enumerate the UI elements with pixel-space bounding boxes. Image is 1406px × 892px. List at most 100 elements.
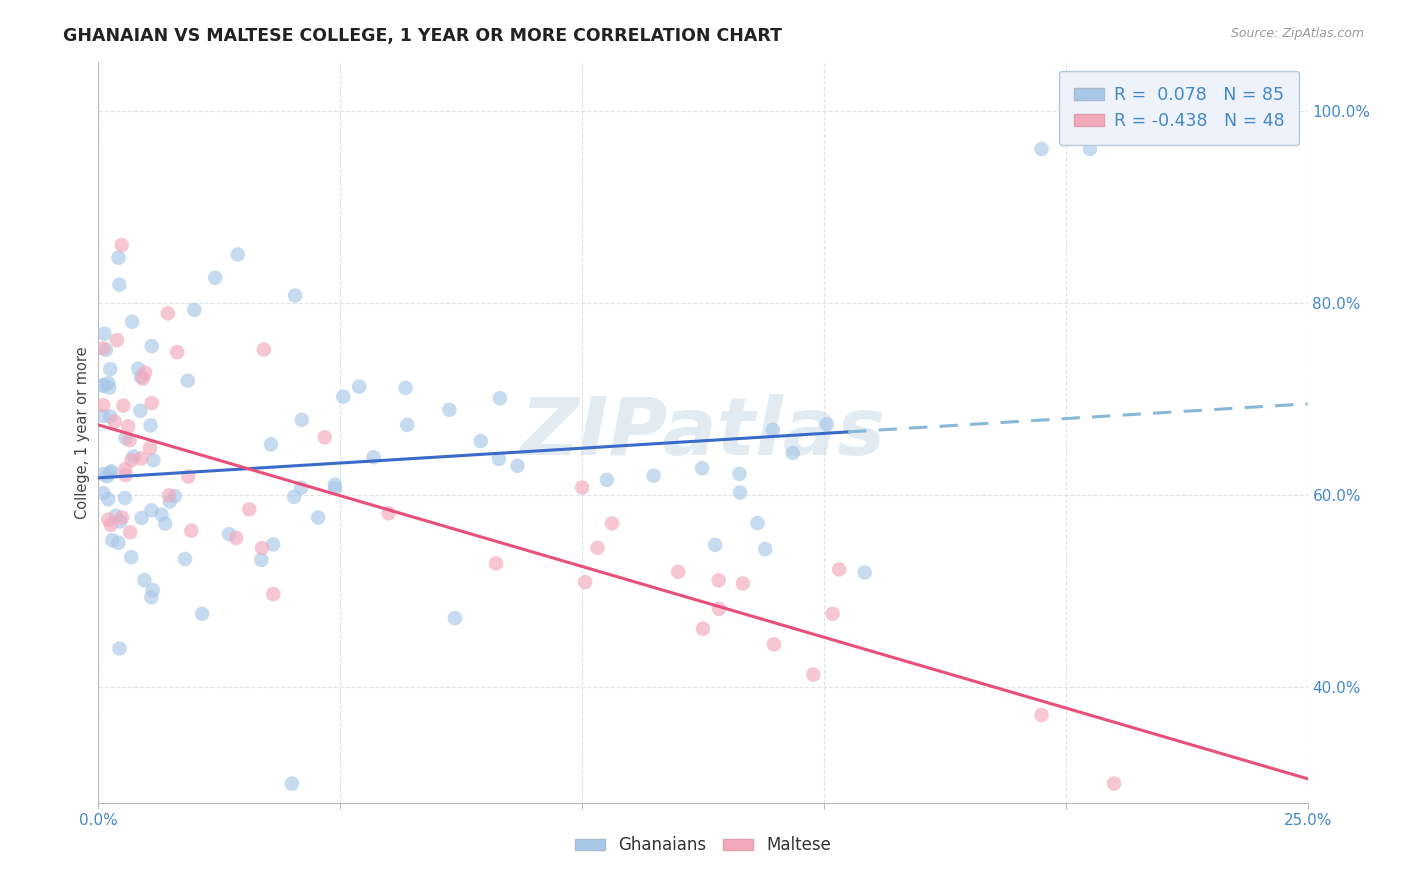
Point — [91, 378, 114, 392]
Point — [250, 553, 273, 567]
Point — [93, 326, 115, 341]
Point — [139, 418, 162, 433]
Point — [470, 434, 492, 449]
Point — [707, 574, 730, 588]
Legend: Ghanaians, Maltese: Ghanaians, Maltese — [568, 830, 838, 861]
Point — [204, 270, 226, 285]
Point — [728, 467, 751, 481]
Point — [183, 302, 205, 317]
Point — [157, 488, 180, 502]
Point — [108, 641, 131, 656]
Point — [307, 510, 329, 524]
Point — [692, 622, 714, 636]
Point — [600, 516, 623, 531]
Point — [114, 491, 136, 505]
Point — [141, 396, 163, 410]
Point — [377, 506, 399, 520]
Point — [118, 434, 141, 448]
Point — [131, 511, 153, 525]
Point — [690, 461, 713, 475]
Text: ZIPatlas: ZIPatlas — [520, 393, 886, 472]
Point — [141, 339, 163, 353]
Point — [801, 667, 824, 681]
Point — [853, 566, 876, 580]
Point — [141, 503, 163, 517]
Point — [98, 409, 121, 424]
Point — [107, 251, 129, 265]
Point — [1031, 142, 1053, 156]
Point — [91, 379, 114, 393]
Point — [218, 527, 240, 541]
Point — [439, 402, 461, 417]
Point — [283, 490, 305, 504]
Y-axis label: College, 1 year or more: College, 1 year or more — [75, 346, 90, 519]
Point — [97, 376, 120, 390]
Point — [97, 492, 120, 507]
Point — [101, 533, 124, 548]
Point — [91, 398, 114, 412]
Point — [174, 552, 197, 566]
Point — [166, 345, 188, 359]
Point — [131, 451, 153, 466]
Point — [488, 451, 510, 466]
Point — [159, 494, 181, 508]
Point — [489, 391, 512, 405]
Point — [191, 607, 214, 621]
Point — [117, 419, 139, 434]
Point — [291, 413, 314, 427]
Point — [98, 362, 121, 376]
Point — [225, 531, 247, 545]
Point — [284, 288, 307, 302]
Point — [506, 458, 529, 473]
Point — [91, 467, 114, 481]
Point — [571, 481, 593, 495]
Point — [105, 333, 128, 347]
Point — [395, 381, 418, 395]
Text: Source: ZipAtlas.com: Source: ZipAtlas.com — [1230, 27, 1364, 40]
Point — [91, 341, 114, 355]
Point — [260, 437, 283, 451]
Point — [574, 575, 596, 590]
Point — [363, 450, 385, 465]
Point — [180, 524, 202, 538]
Point — [98, 466, 121, 480]
Point — [731, 576, 754, 591]
Point — [323, 481, 346, 495]
Point — [177, 469, 200, 483]
Point — [142, 453, 165, 467]
Point — [112, 399, 135, 413]
Point — [586, 541, 609, 555]
Point — [114, 462, 136, 476]
Point — [129, 403, 152, 417]
Point — [129, 370, 152, 384]
Point — [107, 535, 129, 549]
Point — [815, 417, 838, 432]
Point — [111, 238, 134, 252]
Point — [163, 489, 186, 503]
Point — [347, 379, 370, 393]
Point — [747, 516, 769, 530]
Point — [1031, 708, 1053, 723]
Point — [120, 525, 142, 540]
Point — [762, 423, 785, 437]
Point — [707, 602, 730, 616]
Point — [332, 390, 354, 404]
Point — [91, 409, 114, 423]
Point — [132, 371, 155, 385]
Point — [139, 441, 162, 455]
Point — [821, 607, 844, 621]
Point — [704, 538, 727, 552]
Point — [104, 415, 127, 429]
Point — [828, 562, 851, 576]
Point — [155, 516, 177, 531]
Point — [1078, 142, 1101, 156]
Point — [98, 381, 121, 395]
Point — [94, 343, 117, 357]
Point — [100, 517, 122, 532]
Point — [226, 247, 249, 261]
Point — [262, 587, 284, 601]
Point — [91, 486, 114, 500]
Point — [238, 502, 260, 516]
Point — [122, 450, 145, 464]
Point — [762, 637, 785, 651]
